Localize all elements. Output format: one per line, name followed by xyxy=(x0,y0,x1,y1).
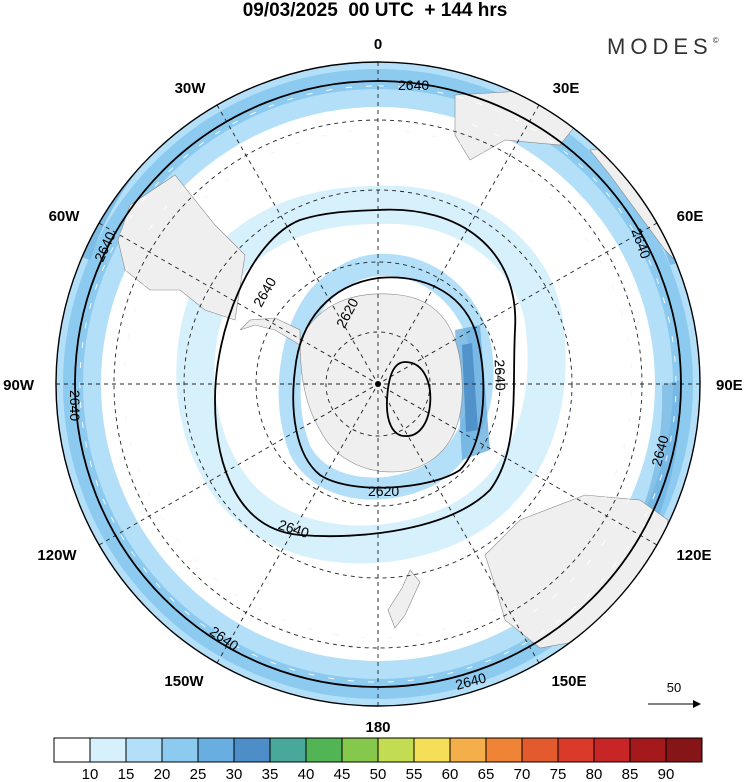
pole-marker xyxy=(375,381,381,387)
lon-label-150e: 150E xyxy=(551,673,586,690)
lon-label-60w: 60W xyxy=(49,208,81,225)
contour-label: 2620 xyxy=(368,483,399,499)
reference-vector: 50 xyxy=(648,680,701,708)
colorbar-tick-label: 60 xyxy=(442,766,459,782)
contour-label: 2640 xyxy=(398,77,429,93)
colorbar-tick-label: 40 xyxy=(298,766,315,782)
lon-label-30e: 30E xyxy=(553,80,580,97)
colorbar-tick-label: 80 xyxy=(586,766,603,782)
lon-label-90e: 90E xyxy=(716,377,743,394)
colorbar-swatch xyxy=(449,737,487,763)
colorbar-swatch xyxy=(89,737,127,763)
longitude-labels: 0 180 90W 90E 30W 30E 60W 60E 120W 120E … xyxy=(3,36,743,736)
colorbar-tick-label: 50 xyxy=(370,766,387,782)
colorbar-swatch xyxy=(593,737,631,763)
colorbar-tick-label: 65 xyxy=(478,766,495,782)
colorbar-swatch xyxy=(629,737,667,763)
lon-label-150w: 150W xyxy=(164,673,204,690)
map-field xyxy=(56,62,700,706)
colorbar-swatch xyxy=(305,737,343,763)
colorbar-swatch xyxy=(233,737,271,763)
wind-vectors xyxy=(79,85,677,683)
map-border xyxy=(55,61,701,707)
colorbar: 10 15 20 25 30 35 40 45 50 55 60 65 70 75 80 85 90 xyxy=(53,737,703,782)
colorbar-swatch xyxy=(485,737,523,763)
contour-label: 2640 xyxy=(454,669,488,693)
contour-2640-outer xyxy=(74,80,682,688)
copyright-mark: © xyxy=(712,36,719,45)
colorbar-tick-label: 70 xyxy=(514,766,531,782)
contour-label: 2640 xyxy=(492,359,509,391)
lon-label-120e: 120E xyxy=(676,547,711,564)
contours xyxy=(74,80,682,688)
contour-2640-inner xyxy=(214,208,517,538)
colorbar-swatch xyxy=(53,737,91,763)
reference-vector-label: 50 xyxy=(667,680,681,695)
lon-label-60e: 60E xyxy=(677,208,704,225)
colorbar-tick-label: 45 xyxy=(334,766,351,782)
colorbar-swatch xyxy=(197,737,235,763)
map-title: 09/03/2025 00 UTC + 144 hrs xyxy=(242,0,508,21)
contour-label: 2640 xyxy=(67,390,83,421)
lon-label-180: 180 xyxy=(365,719,390,736)
lon-label-30w: 30W xyxy=(175,80,207,97)
lon-label-90w: 90W xyxy=(3,377,35,394)
colorbar-swatch xyxy=(557,737,595,763)
contour-2620 xyxy=(292,276,485,489)
lon-label-120w: 120W xyxy=(37,547,77,564)
colorbar-tick-label: 55 xyxy=(406,766,423,782)
colorbar-swatch xyxy=(125,737,163,763)
colorbar-tick-label: 20 xyxy=(154,766,171,782)
colorbar-tick-label: 90 xyxy=(658,766,675,782)
colorbar-swatch xyxy=(161,737,199,763)
colorbar-swatch xyxy=(269,737,307,763)
colorbar-swatch xyxy=(341,737,379,763)
colorbar-tick-label: 35 xyxy=(262,766,279,782)
brand-name: MODES xyxy=(607,34,713,59)
brand-logo: MODES© xyxy=(607,34,719,60)
colorbar-tick-label: 10 xyxy=(82,766,99,782)
colorbar-tick-label: 25 xyxy=(190,766,207,782)
colorbar-swatch xyxy=(413,737,451,763)
new-zealand xyxy=(387,569,421,629)
south-america xyxy=(117,174,246,321)
colorbar-tick-label: 85 xyxy=(622,766,639,782)
colorbar-swatch xyxy=(665,737,703,763)
colorbar-tick-label: 15 xyxy=(118,766,135,782)
colorbar-swatch xyxy=(521,737,559,763)
colorbar-tick-label: 75 xyxy=(550,766,567,782)
lon-label-0: 0 xyxy=(374,36,382,53)
contour-label: 2640 xyxy=(648,433,672,467)
contour-low-center xyxy=(386,361,432,437)
colorbar-swatch xyxy=(377,737,415,763)
colorbar-tick-label: 30 xyxy=(226,766,243,782)
